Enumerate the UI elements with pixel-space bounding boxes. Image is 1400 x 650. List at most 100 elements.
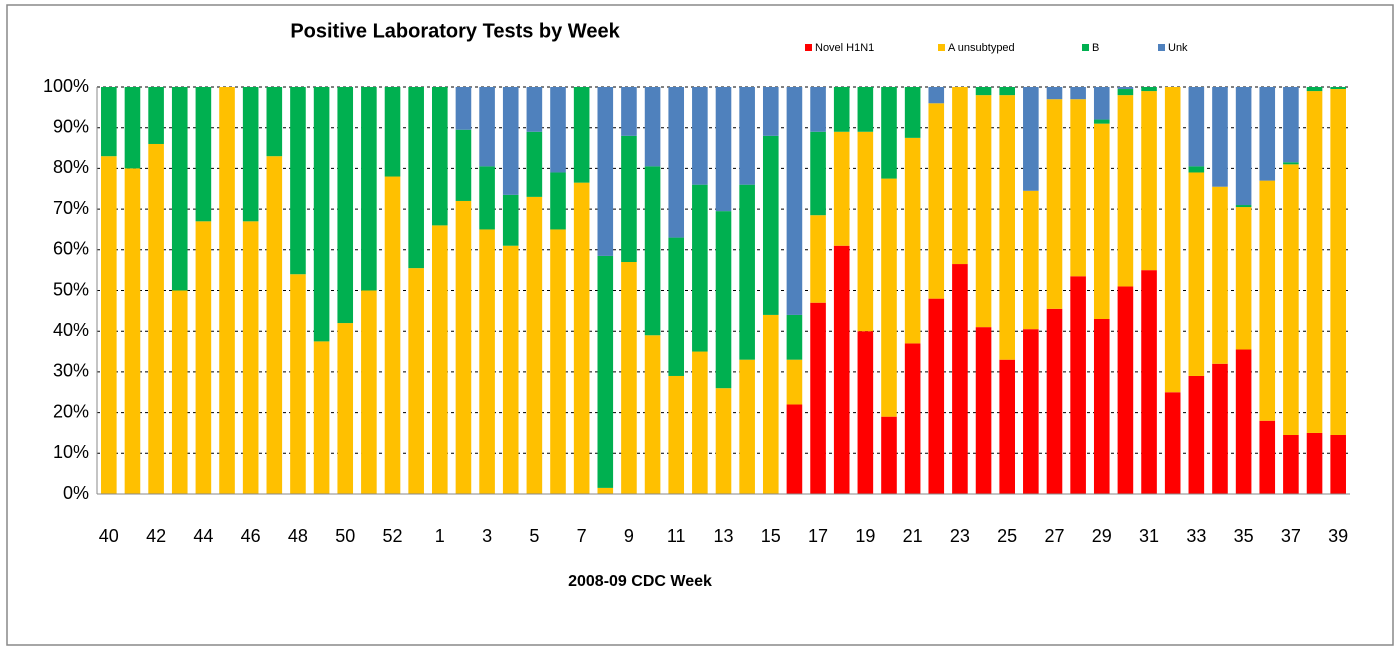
y-tick-label: 40% — [53, 320, 89, 340]
bar-segment — [644, 335, 661, 494]
bar-segment — [810, 87, 826, 132]
bar-segment — [479, 166, 495, 230]
bar-segment — [668, 375, 685, 494]
bar-segment — [1093, 123, 1110, 319]
x-tick-label: 7 — [577, 526, 587, 546]
x-tick-label: 19 — [855, 526, 875, 546]
bar-segment — [526, 87, 543, 132]
bar-segment — [1306, 432, 1323, 494]
bar-segment — [1117, 87, 1134, 90]
y-tick-label: 60% — [53, 239, 89, 259]
bar-segment — [1283, 434, 1299, 494]
bar-segment — [290, 87, 306, 275]
y-tick-label: 50% — [53, 279, 89, 299]
bar-segment — [1070, 276, 1086, 494]
y-tick-label: 30% — [53, 361, 89, 381]
bar-segment — [550, 229, 566, 494]
bar-segment — [1023, 329, 1039, 494]
bar-segment — [621, 262, 637, 494]
bar-segment — [857, 87, 874, 132]
bar-segment — [762, 87, 779, 136]
bar-segment — [479, 87, 495, 167]
bar-segment — [1141, 87, 1157, 92]
x-tick-label: 31 — [1139, 526, 1159, 546]
x-tick-label: 13 — [713, 526, 733, 546]
bar-segment — [1070, 87, 1086, 100]
bar-segment — [1164, 392, 1181, 494]
bar-segment — [1046, 99, 1063, 309]
x-tick-label: 35 — [1234, 526, 1254, 546]
bar-segment — [550, 172, 566, 230]
bar-segment — [219, 87, 235, 494]
x-tick-label: 27 — [1044, 526, 1064, 546]
bar-segment — [1259, 87, 1276, 181]
chart-title: Positive Laboratory Tests by Week — [290, 20, 620, 42]
bar-segment — [644, 87, 661, 167]
y-tick-label: 0% — [63, 483, 89, 503]
x-axis-label: 2008-09 CDC Week — [568, 573, 712, 590]
bar-segment — [810, 215, 826, 303]
bar-segment — [1117, 95, 1134, 287]
bar-segment — [1212, 186, 1228, 364]
bar-segment — [266, 87, 283, 157]
legend-swatch — [1158, 44, 1165, 51]
bar-segment — [290, 274, 306, 494]
bar-segment — [692, 184, 708, 352]
bar-segment — [597, 255, 614, 488]
bar-segment — [1330, 87, 1346, 90]
bar-segment — [1164, 87, 1181, 393]
bar-segment — [432, 225, 448, 494]
legend-swatch — [1082, 44, 1089, 51]
bar-segment — [597, 87, 614, 256]
bar-segment — [502, 194, 519, 246]
bar-segment — [313, 87, 330, 342]
bar-segment — [337, 87, 354, 324]
bar-segment — [479, 229, 495, 494]
bar-segment — [975, 87, 992, 96]
bar-segment — [904, 87, 921, 138]
bar-segment — [526, 131, 543, 197]
legend-label: Novel H1N1 — [815, 42, 874, 54]
bar-segment — [1259, 420, 1276, 494]
bar-segment — [952, 264, 968, 494]
x-tick-label: 9 — [624, 526, 634, 546]
bar-segment — [171, 87, 188, 291]
x-tick-label: 3 — [482, 526, 492, 546]
bar-segment — [1212, 87, 1228, 187]
bar-segment — [1046, 308, 1063, 494]
legend-swatch — [805, 44, 812, 51]
bar-segment — [408, 87, 424, 269]
bar-segment — [644, 166, 661, 336]
bar-segment — [148, 87, 164, 144]
legend-label: B — [1092, 42, 1099, 54]
bar-segment — [975, 327, 992, 494]
bar-segment — [266, 156, 283, 494]
bar-segment — [739, 87, 755, 185]
x-tick-label: 50 — [335, 526, 355, 546]
bar-segment — [928, 103, 945, 299]
bar-segment — [1188, 166, 1205, 173]
bar-segment — [432, 87, 448, 226]
bar-segment — [1141, 270, 1157, 494]
bar-segment — [1117, 286, 1134, 494]
bar-segment — [881, 178, 897, 417]
bar-segment — [455, 200, 472, 494]
bar-segment — [999, 87, 1015, 96]
bar-segment — [361, 290, 377, 494]
bar-segment — [668, 87, 685, 238]
x-tick-label: 39 — [1328, 526, 1348, 546]
bar-segment — [952, 87, 968, 265]
bar-segment — [833, 245, 850, 494]
bar-segment — [1259, 180, 1276, 421]
bar-segment — [928, 298, 945, 494]
x-tick-label: 42 — [146, 526, 166, 546]
y-tick-label: 80% — [53, 157, 89, 177]
bar-segment — [1188, 87, 1205, 167]
legend-label: A unsubtyped — [948, 42, 1015, 54]
bar-segment — [999, 95, 1015, 360]
bar-segment — [384, 87, 401, 177]
x-tick-label: 25 — [997, 526, 1017, 546]
bar-segment — [621, 135, 637, 263]
bar-segment — [833, 131, 850, 246]
y-tick-label: 70% — [53, 198, 89, 218]
